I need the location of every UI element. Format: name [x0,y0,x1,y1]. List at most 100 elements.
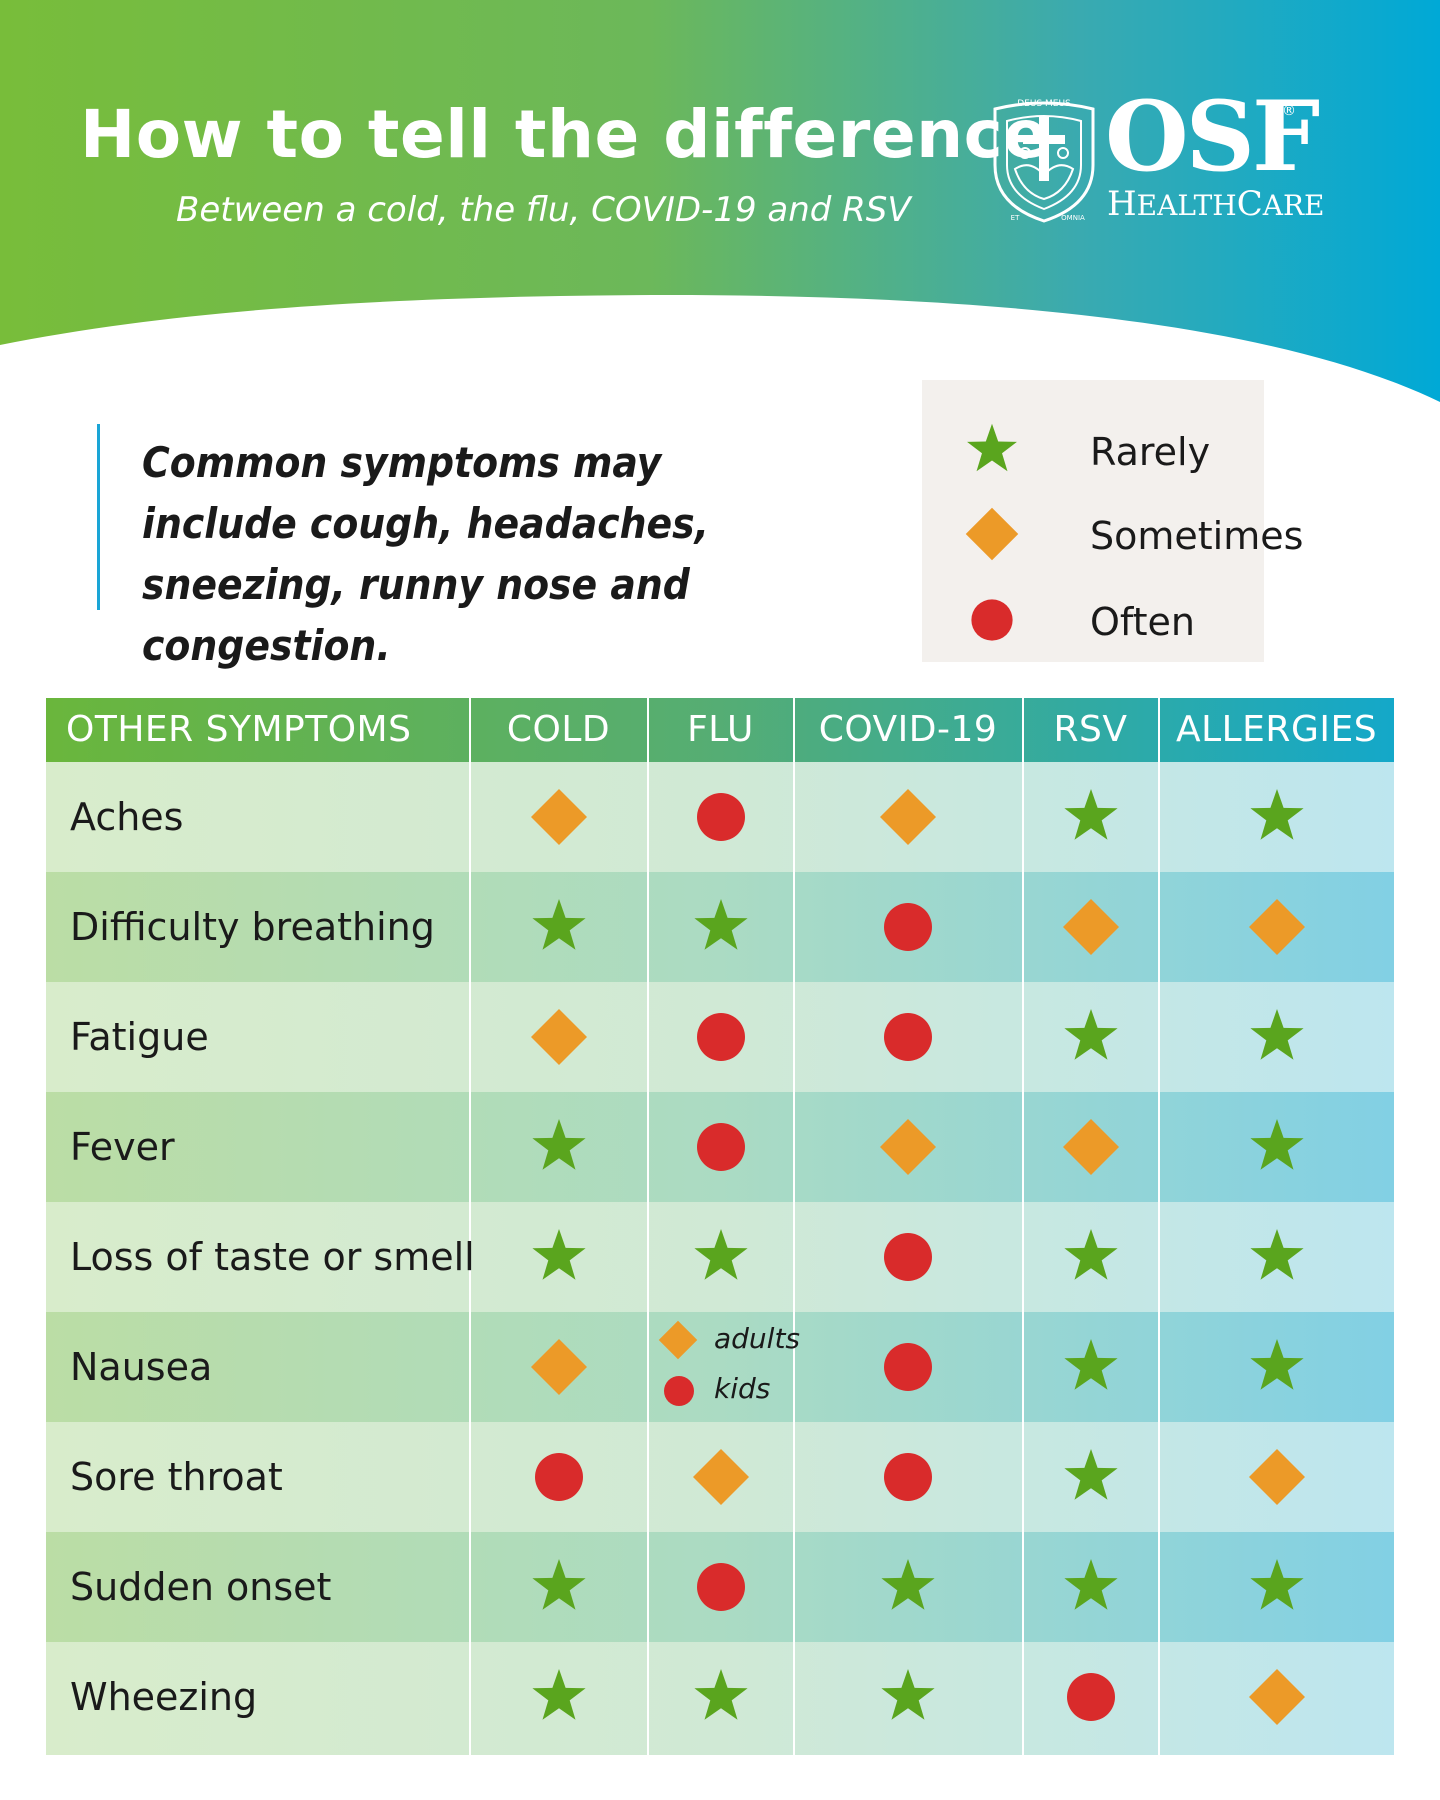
table-cell [1023,1422,1158,1532]
star-icon [1249,789,1304,840]
table-cell [648,762,793,872]
table-row: Nausea adults kids [46,1312,1394,1422]
table-row: Difficulty breathing [46,872,1394,982]
star-icon [881,1559,935,1610]
table-cell [470,762,647,872]
table-row: Fever [46,1092,1394,1202]
star-icon [1063,789,1118,840]
symptom-label: Difficulty breathing [70,905,435,949]
registered-mark: ® [1282,103,1296,119]
table-row: Aches [46,762,1394,872]
circle-icon [884,903,932,951]
legend-item-often: Often [962,590,1262,650]
table-cell [470,1532,647,1642]
star-icon [1063,1449,1118,1500]
table-cell [1023,762,1158,872]
split-item-adults: adults [656,1318,816,1362]
diamond-icon [530,789,587,845]
circle-icon [696,793,745,841]
table-cell [470,1642,647,1752]
symptom-label: Loss of taste or smell [70,1235,475,1279]
circle-icon [534,1453,583,1501]
table-cell [648,982,793,1092]
diamond-icon [880,1119,936,1175]
star-icon [531,1669,586,1720]
circle-icon [884,1013,932,1061]
table-cell [1159,982,1394,1092]
circle-icon [971,599,1013,641]
table-cell [1159,1532,1394,1642]
table-row: Sore throat [46,1422,1394,1532]
table-cell [794,872,1022,982]
star-icon [881,1669,935,1720]
table-cell [470,1092,647,1202]
diamond-icon [530,1009,587,1065]
table-cell [648,1642,793,1752]
table-cell [1159,1312,1394,1422]
seal-top-text: DEUS MEUS [1017,99,1071,109]
star-icon [531,1559,586,1610]
table-cell [1159,762,1394,872]
table-cell [470,982,647,1092]
star-icon [1249,1229,1304,1280]
legend-label-rarely: Rarely [1090,430,1211,474]
star-icon [531,1119,586,1170]
star-icon [1249,1009,1304,1060]
diamond-icon [1248,899,1305,955]
column-header-rsv: RSV [1053,709,1128,750]
circle-icon [884,1453,932,1501]
star-icon [1063,1229,1118,1280]
table-cell [470,872,647,982]
circle-icon [1066,1673,1115,1721]
legend-item-rarely: Rarely [962,420,1262,480]
circle-icon [664,1376,694,1406]
table-cell [794,1422,1022,1532]
column-divider [1022,698,1024,1755]
table-cell [1159,872,1394,982]
table-cell [470,1312,647,1422]
logo-healthcare-text: HEALTHCARE [1107,184,1325,224]
table-cell [1023,1092,1158,1202]
symptom-label: Aches [70,795,184,839]
symptom-label: Sore throat [70,1455,283,1499]
table-cell [470,1422,647,1532]
circle-icon [696,1563,745,1611]
table-cell [794,1642,1022,1752]
column-header-covid: COVID-19 [818,709,998,750]
table-cell [1023,1642,1158,1752]
table-cell: adults kids [648,1312,800,1422]
table-row: Sudden onset [46,1532,1394,1642]
table-row: Wheezing [46,1642,1394,1752]
table-cell [794,1202,1022,1312]
logo-wordmark: OSF [1105,80,1320,193]
star-icon [693,1229,748,1280]
diamond-icon [658,1320,698,1360]
symptom-table: OTHER SYMPTOMS COLD FLU COVID-19 RSV ALL… [46,698,1394,1755]
star-icon [693,899,748,950]
table-cell [1023,1202,1158,1312]
legend-item-sometimes: Sometimes [962,504,1303,564]
table-cell [1023,982,1158,1092]
table-cell [1159,1202,1394,1312]
split-label: kids [714,1372,771,1405]
table-row: Fatigue [46,982,1394,1092]
column-header-allergies: ALLERGIES [1175,709,1378,750]
diamond-icon [880,789,936,845]
diamond-icon [965,507,1019,561]
table-cell [648,872,793,982]
column-header-symptoms: OTHER SYMPTOMS [66,709,412,750]
star-icon [693,1669,748,1720]
star-icon [1063,1339,1118,1390]
star-icon [1249,1119,1304,1170]
star-icon [531,899,586,950]
column-divider [793,698,795,1755]
table-cell [648,1422,793,1532]
star-icon [1063,1009,1118,1060]
star-icon [1249,1559,1304,1610]
table-cell [1159,1092,1394,1202]
table-cell [648,1532,793,1642]
circle-icon [884,1233,932,1281]
table-cell [1023,1312,1158,1422]
table-row: Loss of taste or smell [46,1202,1394,1312]
split-item-kids: kids [656,1368,816,1412]
